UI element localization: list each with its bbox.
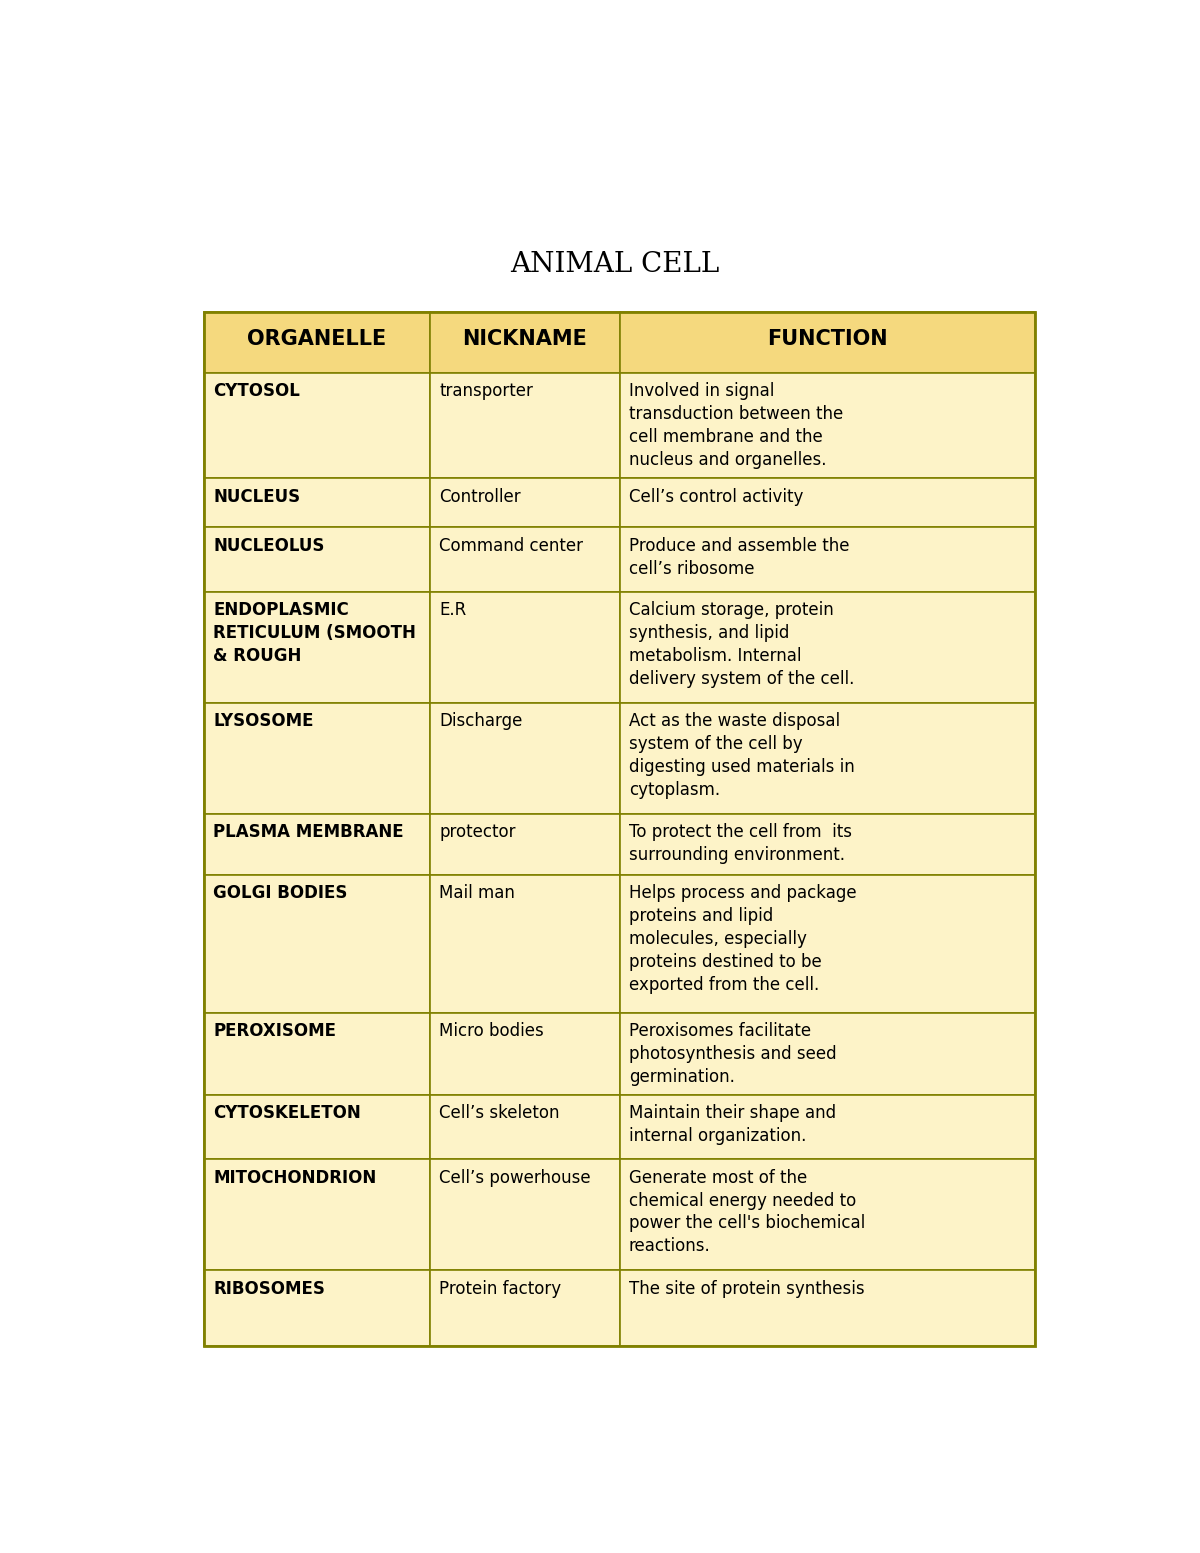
Bar: [430, 592, 619, 704]
Bar: [204, 814, 430, 874]
Text: FUNCTION: FUNCTION: [767, 329, 888, 349]
Bar: [204, 478, 430, 526]
Text: Cell’s skeleton: Cell’s skeleton: [439, 1104, 560, 1123]
Bar: [619, 526, 1036, 592]
Text: E.R: E.R: [439, 601, 467, 620]
Text: NUCLEOLUS: NUCLEOLUS: [214, 537, 325, 554]
Text: PLASMA MEMBRANE: PLASMA MEMBRANE: [214, 823, 404, 842]
Bar: [204, 1095, 430, 1159]
Text: PEROXISOME: PEROXISOME: [214, 1022, 336, 1041]
Bar: [619, 704, 1036, 814]
Bar: [619, 478, 1036, 526]
Bar: [619, 592, 1036, 704]
Bar: [619, 373, 1036, 478]
Text: Maintain their shape and
internal organization.: Maintain their shape and internal organi…: [629, 1104, 836, 1145]
Bar: [204, 874, 430, 1013]
Bar: [204, 704, 430, 814]
Text: Act as the waste disposal
system of the cell by
digesting used materials in
cyto: Act as the waste disposal system of the …: [629, 713, 854, 798]
Bar: [204, 526, 430, 592]
Bar: [619, 814, 1036, 874]
Text: Protein factory: Protein factory: [439, 1280, 562, 1298]
Text: GOLGI BODIES: GOLGI BODIES: [214, 884, 348, 902]
Text: Micro bodies: Micro bodies: [439, 1022, 544, 1041]
Text: NICKNAME: NICKNAME: [462, 329, 587, 349]
Bar: [430, 526, 619, 592]
Text: CYTOSOL: CYTOSOL: [214, 382, 300, 401]
Bar: [430, 312, 619, 373]
Text: Generate most of the
chemical energy needed to
power the cell's biochemical
reac: Generate most of the chemical energy nee…: [629, 1169, 865, 1255]
Bar: [204, 312, 430, 373]
Bar: [430, 478, 619, 526]
Bar: [430, 704, 619, 814]
Text: Cell’s powerhouse: Cell’s powerhouse: [439, 1169, 592, 1186]
Text: To protect the cell from  its
surrounding environment.: To protect the cell from its surrounding…: [629, 823, 852, 865]
Bar: [430, 1159, 619, 1270]
Text: LYSOSOME: LYSOSOME: [214, 713, 313, 730]
Text: Command center: Command center: [439, 537, 583, 554]
Bar: [619, 1159, 1036, 1270]
Text: RIBOSOMES: RIBOSOMES: [214, 1280, 325, 1298]
Bar: [619, 1013, 1036, 1095]
Bar: [430, 1095, 619, 1159]
Bar: [430, 373, 619, 478]
Bar: [204, 1270, 430, 1346]
Bar: [430, 874, 619, 1013]
Bar: [430, 1270, 619, 1346]
Text: CYTOSKELETON: CYTOSKELETON: [214, 1104, 361, 1123]
Bar: [204, 592, 430, 704]
Text: Produce and assemble the
cell’s ribosome: Produce and assemble the cell’s ribosome: [629, 537, 850, 578]
Text: ORGANELLE: ORGANELLE: [247, 329, 386, 349]
Text: Mail man: Mail man: [439, 884, 515, 902]
Bar: [619, 312, 1036, 373]
Text: Discharge: Discharge: [439, 713, 523, 730]
Text: Helps process and package
proteins and lipid
molecules, especially
proteins dest: Helps process and package proteins and l…: [629, 884, 857, 994]
Text: Peroxisomes facilitate
photosynthesis and seed
germination.: Peroxisomes facilitate photosynthesis an…: [629, 1022, 836, 1086]
Bar: [204, 1013, 430, 1095]
Text: ANIMAL CELL: ANIMAL CELL: [510, 250, 720, 278]
Bar: [430, 1013, 619, 1095]
Bar: [619, 1270, 1036, 1346]
Bar: [619, 874, 1036, 1013]
Bar: [619, 1095, 1036, 1159]
Text: ENDOPLASMIC
RETICULUM (SMOOTH
& ROUGH: ENDOPLASMIC RETICULUM (SMOOTH & ROUGH: [214, 601, 416, 665]
Text: Controller: Controller: [439, 488, 521, 506]
Text: transporter: transporter: [439, 382, 533, 401]
Bar: [204, 1159, 430, 1270]
Text: NUCLEUS: NUCLEUS: [214, 488, 300, 506]
Text: Involved in signal
transduction between the
cell membrane and the
nucleus and or: Involved in signal transduction between …: [629, 382, 844, 469]
Text: The site of protein synthesis: The site of protein synthesis: [629, 1280, 864, 1298]
Text: MITOCHONDRION: MITOCHONDRION: [214, 1169, 377, 1186]
Bar: [430, 814, 619, 874]
Text: Calcium storage, protein
synthesis, and lipid
metabolism. Internal
delivery syst: Calcium storage, protein synthesis, and …: [629, 601, 854, 688]
Bar: [204, 312, 1036, 1346]
Bar: [204, 373, 430, 478]
Text: Cell’s control activity: Cell’s control activity: [629, 488, 803, 506]
Text: protector: protector: [439, 823, 516, 842]
